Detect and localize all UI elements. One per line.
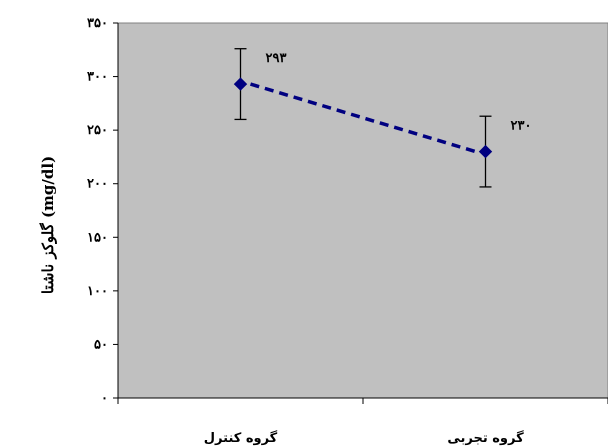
y-tick-label: ۳۵۰	[87, 16, 108, 31]
y-tick-label: ۳۰۰	[87, 70, 108, 85]
y-axis-label: گلوکز ناشتا (mg/dl)	[39, 155, 57, 295]
y-tick-label: ۱۰۰	[87, 284, 108, 299]
y-tick-label: ۲۵۰	[87, 123, 108, 138]
plot-area	[117, 22, 608, 399]
x-tick-label: گروه کنترل	[204, 430, 278, 446]
series-line	[249, 82, 477, 154]
y-tick-label: ۰	[101, 391, 108, 406]
y-axis: ۰ ۵۰ ۱۰۰ ۱۵۰ ۲۰۰ ۲۵۰ ۳۰۰ ۳۵۰	[87, 16, 119, 406]
y-tick-label: ۱۵۰	[87, 230, 108, 245]
series: ۲۹۳ ۲۳۰	[233, 48, 532, 188]
y-tick-label: ۲۰۰	[87, 177, 108, 192]
data-label: ۲۳۰	[511, 119, 532, 134]
data-label: ۲۹۳	[266, 51, 287, 66]
y-tick-label: ۵۰	[94, 337, 108, 352]
data-point	[478, 144, 493, 159]
x-tick-label: گروه تجربی	[447, 430, 524, 446]
data-point	[233, 77, 248, 91]
x-axis: گروه کنترل گروه تجربی	[117, 397, 608, 446]
